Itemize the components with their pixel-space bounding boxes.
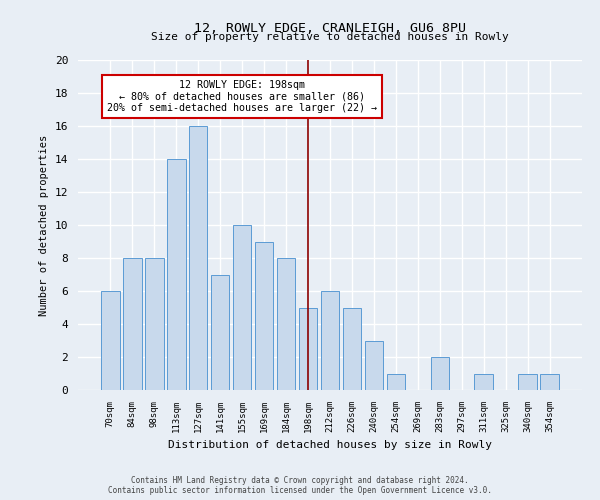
Text: 12, ROWLY EDGE, CRANLEIGH, GU6 8PU: 12, ROWLY EDGE, CRANLEIGH, GU6 8PU (194, 22, 466, 36)
X-axis label: Distribution of detached houses by size in Rowly: Distribution of detached houses by size … (168, 440, 492, 450)
Bar (518, 374, 537, 390)
Y-axis label: Number of detached properties: Number of detached properties (39, 134, 49, 316)
Bar (431, 357, 449, 390)
Bar (365, 340, 383, 390)
Bar (475, 374, 493, 390)
Bar (167, 159, 185, 390)
Bar (299, 308, 317, 390)
Bar (211, 274, 229, 390)
Text: 12 ROWLY EDGE: 198sqm
← 80% of detached houses are smaller (86)
20% of semi-deta: 12 ROWLY EDGE: 198sqm ← 80% of detached … (107, 80, 377, 113)
Text: Size of property relative to detached houses in Rowly: Size of property relative to detached ho… (151, 32, 509, 42)
Bar (386, 374, 405, 390)
Bar (101, 291, 119, 390)
Bar (343, 308, 361, 390)
Bar (189, 126, 208, 390)
Bar (320, 291, 340, 390)
Text: Contains HM Land Registry data © Crown copyright and database right 2024.
Contai: Contains HM Land Registry data © Crown c… (108, 476, 492, 495)
Bar (541, 374, 559, 390)
Bar (123, 258, 142, 390)
Bar (255, 242, 274, 390)
Bar (145, 258, 164, 390)
Bar (233, 225, 251, 390)
Bar (277, 258, 295, 390)
